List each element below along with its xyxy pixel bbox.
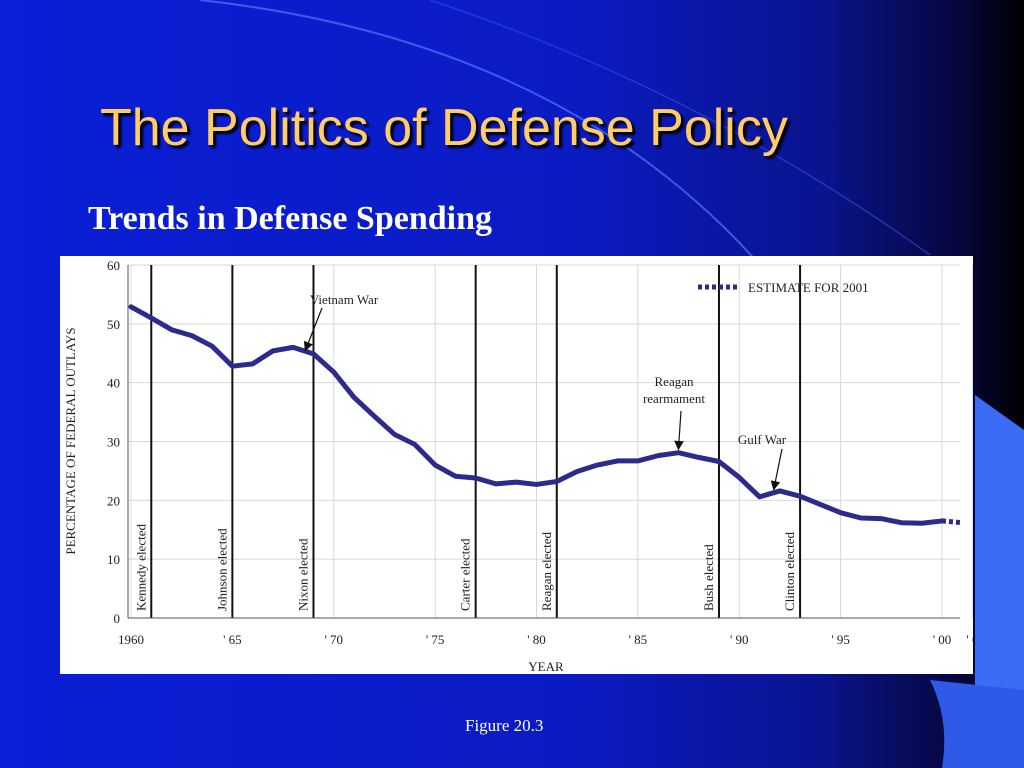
data-point (860, 517, 862, 519)
data-point (515, 481, 518, 483)
data-point (819, 503, 822, 506)
figure-caption: Figure 20.3 (465, 716, 544, 735)
data-point (920, 522, 923, 525)
data-point (231, 365, 234, 367)
x-tick-label: ' 80 (527, 632, 546, 647)
data-point (799, 495, 801, 498)
data-point (211, 345, 213, 347)
data-point (434, 464, 436, 466)
annotation-label: rearmament (643, 391, 705, 406)
estimate-2001-line (941, 518, 963, 526)
data-point (718, 460, 720, 463)
data-point (191, 334, 193, 337)
data-point (130, 305, 132, 308)
x-tick-label: ' 75 (426, 632, 445, 647)
data-point (657, 454, 659, 457)
event-label: Reagan elected (539, 531, 554, 611)
chart-panel: Kennedy elected Johnson elected Nixon elec… (60, 256, 973, 674)
defense-spending-chart: Kennedy elected Johnson elected Nixon elec… (63, 258, 973, 674)
annotation-label: Gulf War (738, 432, 787, 447)
x-tick-label: ' 95 (831, 632, 850, 647)
y-tick-label: 30 (107, 435, 120, 450)
x-tick-label: ' 00 (933, 632, 952, 647)
x-axis-label: YEAR (528, 659, 564, 674)
slide-subtitle: Trends in Defense Spending (88, 200, 492, 237)
event-label: Johnson elected (214, 528, 229, 611)
annotation-label: Vietnam War (310, 292, 379, 307)
y-tick-label: 60 (107, 258, 120, 273)
data-point (555, 480, 558, 483)
data-point (393, 433, 396, 436)
x-tick-label: ' 70 (324, 632, 343, 647)
data-point (170, 328, 173, 331)
annotation-label: Reagan (655, 374, 694, 389)
event-label: Carter elected (458, 538, 473, 611)
data-point (474, 477, 477, 479)
y-axis-label: PERCENTAGE OF FEDERAL OUTLAYS (63, 327, 78, 554)
data-point (677, 451, 680, 454)
data-point (535, 483, 538, 486)
data-point (697, 456, 700, 459)
data-point (576, 470, 578, 473)
x-tick-label: 1960 (118, 632, 144, 647)
data-point (637, 460, 639, 462)
data-point (353, 396, 355, 399)
x-tick-label: ' 0 (966, 632, 973, 647)
data-point (414, 443, 416, 446)
annotation-arrow (303, 307, 323, 352)
data-point (758, 496, 761, 498)
data-point (880, 517, 882, 520)
y-tick-label: 40 (107, 376, 120, 391)
x-tick-label: ' 65 (223, 632, 242, 647)
data-point (332, 371, 335, 373)
data-point (596, 464, 599, 466)
data-point (839, 511, 842, 514)
event-label: Clinton elected (782, 531, 797, 611)
data-point (150, 317, 153, 319)
data-point (272, 350, 274, 352)
y-tick-label: 50 (107, 317, 120, 332)
data-point (779, 490, 781, 492)
data-point (454, 475, 457, 478)
x-tick-label: ' 90 (730, 632, 749, 647)
event-label: Nixon elected (295, 538, 310, 611)
data-point (738, 476, 741, 479)
event-label: Kennedy elected (133, 524, 148, 611)
data-point (251, 363, 254, 365)
event-label: Bush elected (701, 544, 716, 611)
x-tick-label: ' 85 (629, 632, 648, 647)
legend-label: ESTIMATE FOR 2001 (748, 280, 869, 295)
data-point (292, 346, 294, 349)
data-point (312, 353, 315, 355)
data-point (900, 521, 903, 524)
annotation-arrow (770, 448, 783, 491)
data-point (616, 460, 619, 462)
data-point (495, 483, 497, 485)
data-point (373, 415, 376, 418)
y-tick-label: 20 (107, 493, 120, 508)
slide-title: The Politics of Defense Policy (100, 99, 788, 157)
y-tick-label: 0 (114, 611, 121, 626)
annotation-arrow (674, 410, 684, 451)
y-tick-label: 10 (107, 552, 120, 567)
